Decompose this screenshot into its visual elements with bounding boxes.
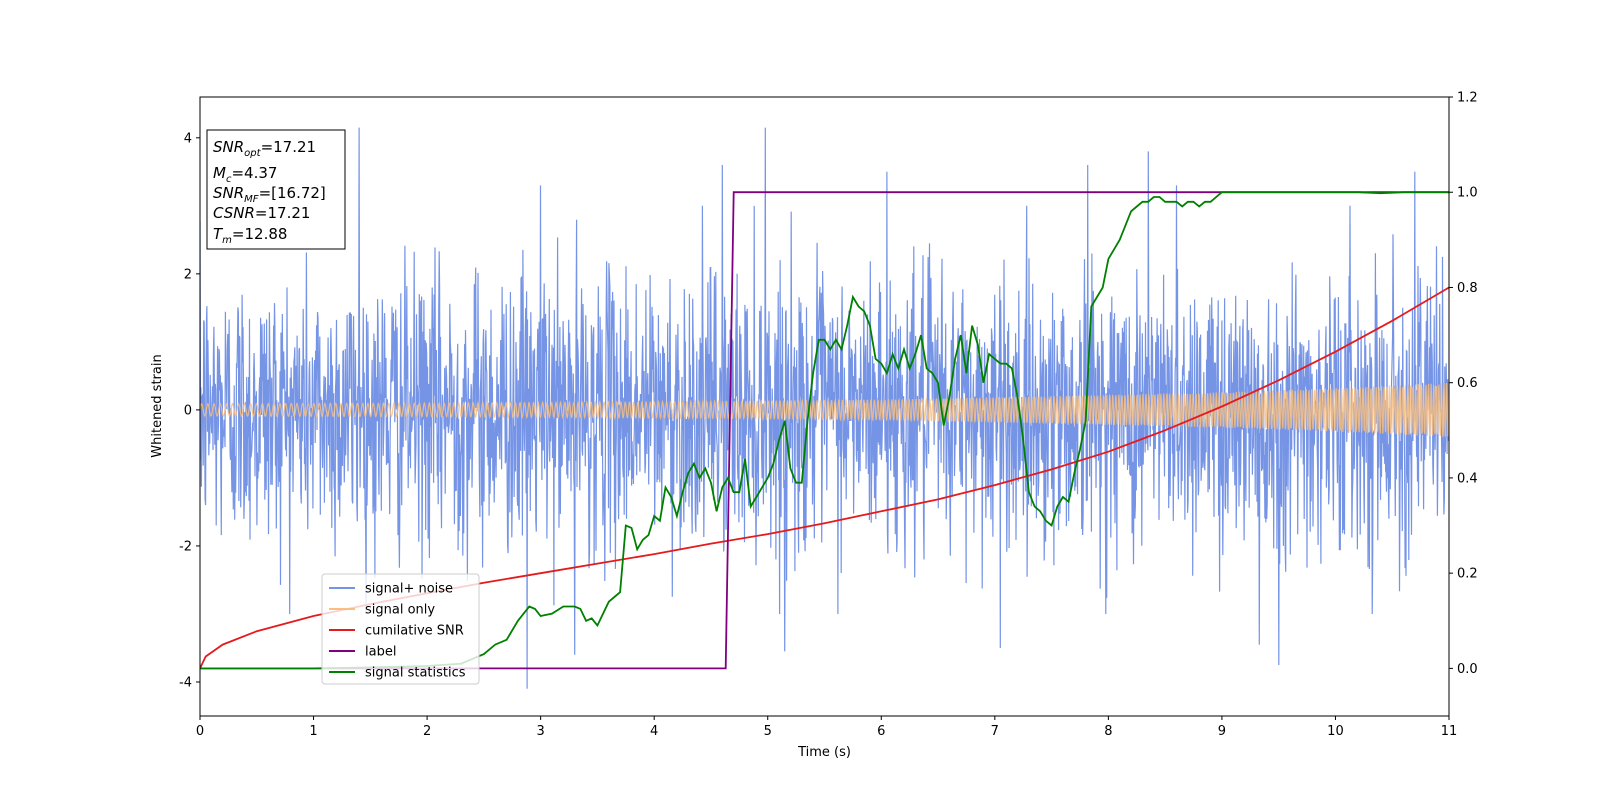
y-axis-right: 0.0 0.2 0.4 0.6 0.8 1.0 1.2 [1449, 91, 1478, 677]
legend[interactable]: signal+ noise signal only cumilative SNR la… [321, 573, 480, 685]
info-snr-mf: SNRMF=[16.72] [213, 184, 326, 205]
legend-item-signal-only[interactable]: signal only [329, 603, 435, 618]
info-snr-opt: SNRopt=17.21 [213, 138, 316, 159]
y2-tick-label: 1.0 [1457, 186, 1478, 201]
x-axis: 0 1 2 3 4 5 6 7 8 9 10 11 [196, 716, 1457, 739]
y-tick-label: -4 [179, 675, 192, 690]
x-tick-label: 4 [650, 724, 658, 739]
x-tick-label: 11 [1441, 724, 1458, 739]
y-tick-label: 0 [184, 403, 192, 418]
x-tick-label: 10 [1327, 724, 1344, 739]
series-signal-only-line [200, 382, 1449, 437]
y2-tick-label: 0.0 [1457, 662, 1478, 677]
y-axis-label: Whitened strain [150, 354, 165, 457]
x-tick-label: 1 [309, 724, 317, 739]
legend-label: signal only [365, 603, 435, 618]
x-tick-label: 0 [196, 724, 204, 739]
series-signal-noise-line [200, 127, 1449, 689]
x-tick-label: 8 [1104, 724, 1112, 739]
legend-item-cumilative-snr[interactable]: cumilative SNR [329, 624, 464, 639]
info-box-frame [206, 129, 346, 250]
legend-label: signal+ noise [365, 582, 453, 597]
series-signal-statistics-line [200, 191, 1449, 670]
legend-item-signal-statistics[interactable]: signal statistics [329, 666, 466, 681]
x-tick-label: 6 [877, 724, 885, 739]
legend-item-signal-noise[interactable]: signal+ noise [329, 582, 453, 597]
x-tick-label: 7 [991, 724, 999, 739]
legend-frame [321, 573, 480, 685]
x-axis-label: Time (s) [797, 745, 851, 760]
y2-tick-label: 0.8 [1457, 281, 1478, 296]
y-tick-label: 4 [184, 131, 192, 146]
x-tick-label: 2 [423, 724, 431, 739]
legend-item-label[interactable]: label [329, 645, 396, 660]
info-csnr: CSNR=17.21 [213, 204, 310, 222]
y2-tick-label: 1.2 [1457, 91, 1478, 106]
x-tick-label: 5 [764, 724, 772, 739]
y-tick-label: -2 [179, 539, 192, 554]
info-tm: Tm=12.88 [213, 225, 287, 246]
x-tick-label: 3 [536, 724, 544, 739]
series-cumilative-snr-line [200, 286, 1449, 669]
y2-tick-label: 0.4 [1457, 471, 1478, 486]
info-mc: Mc=4.37 [213, 164, 277, 185]
legend-label: signal statistics [365, 666, 466, 681]
y2-tick-label: 0.2 [1457, 567, 1478, 582]
legend-label: label [365, 645, 396, 660]
info-box: SNRopt=17.21 Mc=4.37SNRMF=[16.72]CSNR=17.… [206, 129, 346, 250]
y-axis-left: -4 -2 0 2 4 [179, 131, 200, 690]
y2-tick-label: 0.6 [1457, 376, 1478, 391]
x-tick-label: 9 [1218, 724, 1226, 739]
legend-label: cumilative SNR [365, 624, 464, 639]
plot-frame [199, 96, 1450, 717]
y-tick-label: 2 [184, 267, 192, 282]
